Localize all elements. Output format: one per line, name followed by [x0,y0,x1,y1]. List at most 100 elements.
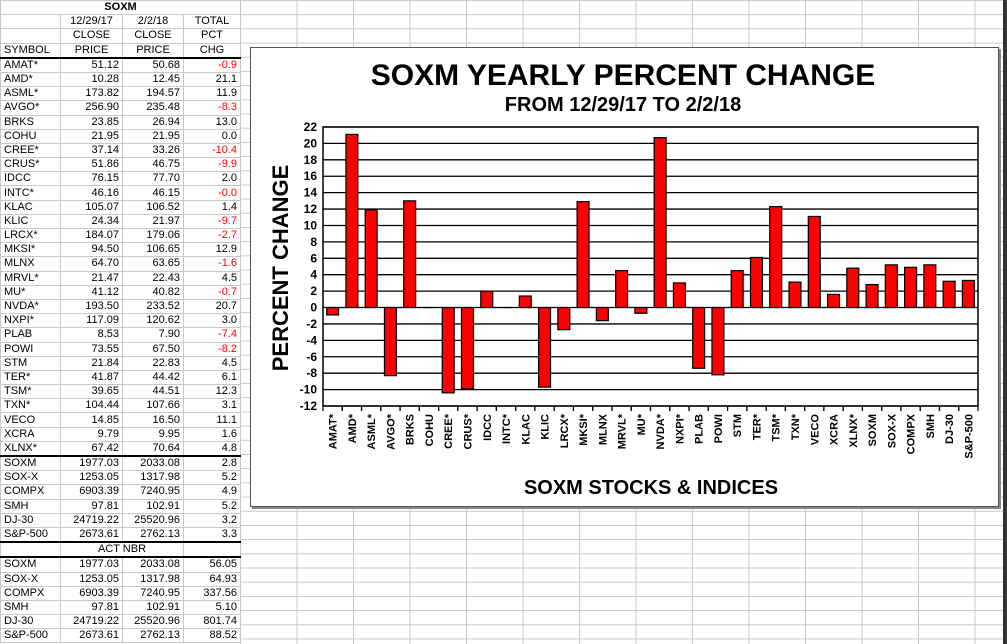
price-cell[interactable]: 107.66 [122,398,184,414]
price-cell[interactable]: 21.84 [60,355,123,371]
price-cell[interactable]: 9.79 [60,426,123,442]
symbol-cell[interactable]: SOXM [0,556,61,573]
price-cell[interactable]: 39.65 [60,384,123,400]
symbol-cell[interactable]: VECO [0,412,61,428]
column-header[interactable]: PRICE [122,42,184,59]
price-cell[interactable]: 6903.39 [60,484,123,500]
price-cell[interactable]: 184.07 [60,227,123,244]
column-header[interactable]: SYMBOL [0,42,61,59]
price-cell[interactable]: 44.51 [122,384,184,400]
change-cell[interactable]: -2.7 [183,227,241,244]
price-cell[interactable]: 44.42 [122,369,184,386]
price-cell[interactable]: 2762.13 [122,628,184,644]
change-cell[interactable]: -0.0 [183,185,241,201]
price-cell[interactable]: 2033.08 [122,455,184,472]
price-cell[interactable]: 1977.03 [60,556,123,573]
symbol-cell[interactable]: SOXM [0,455,61,472]
price-cell[interactable]: 50.68 [122,56,184,73]
symbol-cell[interactable]: CRUS* [0,157,61,173]
price-cell[interactable]: 51.86 [60,157,123,173]
price-cell[interactable]: 10.28 [60,71,123,88]
symbol-cell[interactable]: TXN* [0,398,61,414]
column-header[interactable]: CLOSE [122,28,184,44]
symbol-cell[interactable]: SMH [0,498,61,514]
change-cell[interactable]: 6.1 [183,369,241,386]
change-cell[interactable]: -7.4 [183,327,241,343]
price-cell[interactable]: 40.82 [122,284,184,300]
price-cell[interactable]: 106.65 [122,242,184,258]
symbol-cell[interactable]: SOX-X [0,470,61,486]
price-cell[interactable]: 7.90 [122,327,184,343]
price-cell[interactable]: 1253.05 [60,470,123,486]
price-cell[interactable]: 117.09 [60,313,123,329]
change-cell[interactable]: -0.7 [183,284,241,300]
symbol-cell[interactable]: POWI [0,341,61,357]
symbol-cell[interactable]: S&P-500 [0,526,61,543]
price-cell[interactable]: 46.15 [122,185,184,201]
symbol-cell[interactable]: AMD* [0,71,61,88]
price-cell[interactable]: 9.95 [122,426,184,442]
price-cell[interactable]: 14.85 [60,412,123,428]
price-cell[interactable]: 77.70 [122,171,184,187]
price-cell[interactable]: 64.70 [60,256,123,272]
price-cell[interactable]: 21.47 [60,270,123,286]
price-cell[interactable]: 94.50 [60,242,123,258]
symbol-cell[interactable]: STM [0,355,61,371]
price-cell[interactable]: 24719.22 [60,614,123,630]
symbol-cell[interactable]: TER* [0,369,61,386]
price-cell[interactable]: 25520.96 [122,614,184,630]
change-cell[interactable]: 11.1 [183,412,241,428]
change-cell[interactable]: 56.05 [183,556,241,573]
change-cell[interactable]: 5.10 [183,599,241,616]
price-cell[interactable]: 233.52 [122,298,184,315]
symbol-cell[interactable]: COHU [0,128,61,144]
price-cell[interactable]: 67.42 [60,440,123,457]
symbol-cell[interactable]: XCRA [0,426,61,442]
price-cell[interactable]: 46.75 [122,157,184,173]
price-cell[interactable]: 102.91 [122,498,184,514]
symbol-cell[interactable]: MLNX [0,256,61,272]
price-cell[interactable]: 22.83 [122,355,184,371]
change-cell[interactable]: 5.2 [183,470,241,486]
price-cell[interactable]: 1317.98 [122,571,184,587]
column-header[interactable]: 12/29/17 [60,14,123,30]
symbol-cell[interactable]: LRCX* [0,227,61,244]
column-header[interactable]: PCT [183,28,241,44]
price-cell[interactable]: 24719.22 [60,512,123,528]
symbol-cell[interactable]: AMAT* [0,56,61,73]
symbol-cell[interactable]: KLAC [0,199,61,215]
change-cell[interactable]: 1.6 [183,426,241,442]
symbol-cell[interactable]: COMPX [0,585,61,601]
change-cell[interactable]: 337.56 [183,585,241,601]
price-cell[interactable]: 7240.95 [122,585,184,601]
symbol-cell[interactable]: SMH [0,599,61,616]
change-cell[interactable]: 2.8 [183,455,241,472]
change-cell[interactable]: 1.4 [183,199,241,215]
price-cell[interactable]: 22.43 [122,270,184,286]
symbol-cell[interactable]: SOX-X [0,571,61,587]
symbol-cell[interactable]: AVGO* [0,100,61,116]
price-cell[interactable]: 41.12 [60,284,123,300]
change-cell[interactable]: -9.9 [183,157,241,173]
price-cell[interactable]: 235.48 [122,100,184,116]
column-header[interactable] [0,14,61,30]
change-cell[interactable]: 4.9 [183,484,241,500]
price-cell[interactable]: 51.12 [60,56,123,73]
price-cell[interactable]: 41.87 [60,369,123,386]
symbol-cell[interactable]: TSM* [0,384,61,400]
price-cell[interactable]: 102.91 [122,599,184,616]
symbol-cell[interactable]: XLNX* [0,440,61,457]
price-cell[interactable]: 2033.08 [122,556,184,573]
change-cell[interactable]: 3.1 [183,398,241,414]
symbol-cell[interactable]: MU* [0,284,61,300]
price-cell[interactable]: 21.95 [122,128,184,144]
change-cell[interactable]: 20.7 [183,298,241,315]
symbol-cell[interactable]: NXPI* [0,313,61,329]
change-cell[interactable]: 21.1 [183,71,241,88]
price-cell[interactable]: 2673.61 [60,526,123,543]
symbol-cell[interactable]: NVDA* [0,298,61,315]
price-cell[interactable]: 106.52 [122,199,184,215]
symbol-cell[interactable]: DJ-30 [0,614,61,630]
symbol-cell[interactable]: COMPX [0,484,61,500]
price-cell[interactable]: 173.82 [60,86,123,102]
